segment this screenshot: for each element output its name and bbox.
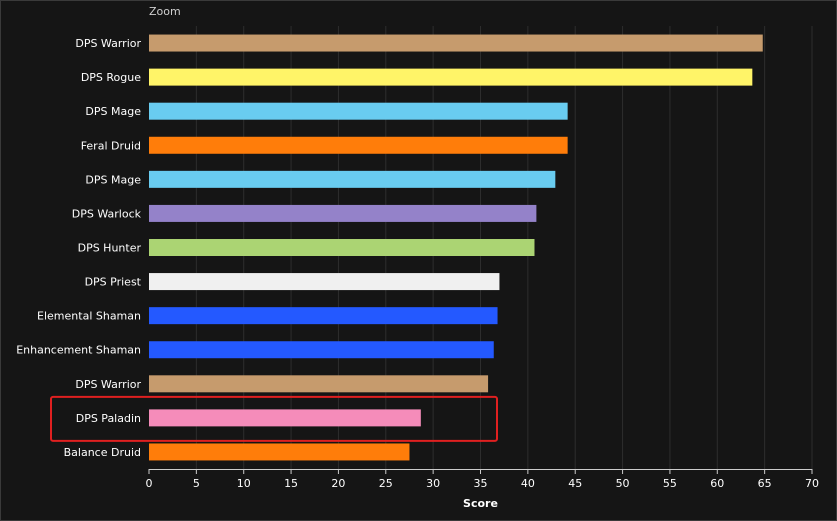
x-tick-label: 35 (474, 477, 488, 490)
category-label: DPS Paladin (76, 412, 141, 425)
bar[interactable] (149, 102, 568, 120)
x-tick-label: 0 (146, 477, 153, 490)
category-label: Elemental Shaman (37, 310, 141, 323)
bar[interactable] (149, 136, 568, 154)
category-label: DPS Mage (85, 105, 141, 118)
category-label: DPS Warlock (72, 207, 142, 220)
zoom-button[interactable]: Zoom (149, 5, 181, 18)
category-label: DPS Rogue (81, 71, 141, 84)
x-tick-label: 30 (426, 477, 440, 490)
x-tick-label: 70 (805, 477, 819, 490)
x-axis: 0 5 10 15 20 25 30 35 40 45 50 55 60 65 70 (146, 469, 819, 490)
highlight-layer (50, 395, 498, 442)
x-tick-label: 10 (237, 477, 251, 490)
category-label: DPS Hunter (78, 242, 142, 255)
category-label: Enhancement Shaman (16, 344, 141, 357)
x-tick-label: 60 (710, 477, 724, 490)
highlight-box (50, 395, 498, 442)
bar[interactable] (149, 170, 556, 188)
x-tick-label: 50 (616, 477, 630, 490)
x-tick-label: 40 (521, 477, 535, 490)
bar[interactable] (149, 443, 410, 461)
bar[interactable] (149, 68, 753, 86)
bar[interactable] (149, 239, 535, 256)
category-label: DPS Priest (85, 276, 142, 289)
x-axis-title: Score (463, 497, 498, 510)
category-label: Feral Druid (81, 139, 141, 152)
category-label: DPS Mage (85, 173, 141, 186)
x-tick-label: 45 (568, 477, 582, 490)
x-tick-label: 15 (284, 477, 298, 490)
bar[interactable] (149, 409, 421, 427)
x-tick-label: 65 (758, 477, 772, 490)
bar[interactable] (149, 273, 500, 291)
bar[interactable] (149, 341, 494, 359)
category-label: DPS Warrior (75, 37, 141, 50)
x-tick-label: 55 (663, 477, 677, 490)
bar[interactable] (149, 204, 537, 222)
category-label: DPS Warrior (75, 378, 141, 391)
x-tick-label: 20 (331, 477, 345, 490)
x-tick-label: 25 (379, 477, 393, 490)
bar[interactable] (149, 307, 498, 325)
x-tick-label: 5 (193, 477, 200, 490)
bars (149, 34, 763, 461)
category-label: Balance Druid (64, 446, 141, 459)
bar[interactable] (149, 34, 763, 52)
category-labels: DPS Warrior DPS Rogue DPS Mage Feral Druid D… (16, 37, 141, 459)
bar[interactable] (149, 375, 489, 393)
